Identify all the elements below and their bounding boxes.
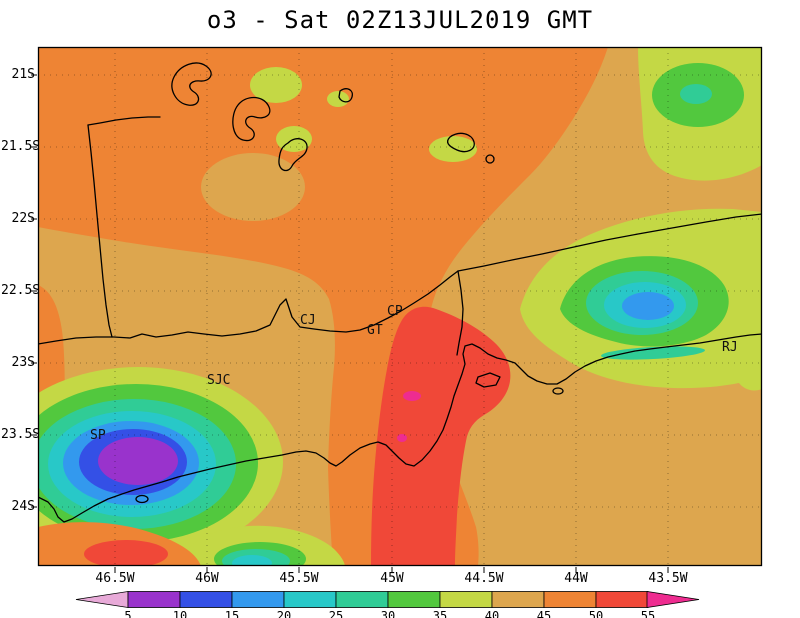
x-axis-label: 45.5W xyxy=(279,571,319,586)
colorbar-label: 20 xyxy=(276,609,292,618)
plot-frame xyxy=(37,46,763,567)
x-axis-label: 46.5W xyxy=(95,571,135,586)
geography xyxy=(38,62,762,523)
contour-patch-35-40 xyxy=(327,91,349,107)
contour-patch-35-40 xyxy=(429,136,477,162)
coastline xyxy=(38,333,762,523)
y-axis-label: 21.5S xyxy=(1,139,41,154)
island xyxy=(475,372,501,388)
colorbar-segment-lt5 xyxy=(75,591,129,608)
contour-region-50-55-sw xyxy=(84,540,168,566)
colorbar-label: 45 xyxy=(536,609,552,618)
contour-field xyxy=(38,47,762,566)
y-axis-label: 21S xyxy=(11,67,35,82)
plot-title: o3 - Sat 02Z13JUL2019 GMT xyxy=(206,6,594,34)
contour-patch-35-40 xyxy=(250,67,302,103)
colorbar-label: 40 xyxy=(484,609,500,618)
contour-region-15-20-east xyxy=(622,292,674,320)
colorbar-segment-10-15 xyxy=(179,591,233,608)
colorbar-label: 30 xyxy=(380,609,396,618)
lake-outline xyxy=(446,132,475,153)
lake-outline xyxy=(278,138,308,172)
place-label-gt: GT xyxy=(367,323,383,338)
place-label-rj: RJ xyxy=(722,340,738,355)
island xyxy=(135,494,149,504)
colorbar-segment-gt55 xyxy=(646,591,700,608)
lake-outline xyxy=(338,88,353,103)
colorbar-label: 55 xyxy=(640,609,656,618)
colorbar-label: 15 xyxy=(224,609,240,618)
y-axis-label: 23S xyxy=(11,355,35,370)
place-label-sjc: SJC xyxy=(207,373,230,388)
state-border-central xyxy=(38,270,459,345)
colorbar xyxy=(75,591,700,608)
y-axis-label: 23.5S xyxy=(1,427,41,442)
colorbar-label: 25 xyxy=(328,609,344,618)
colorbar-segment-20-25 xyxy=(283,591,337,608)
colorbar-label: 50 xyxy=(588,609,604,618)
place-label-cp: CP xyxy=(387,304,403,319)
island xyxy=(552,387,564,395)
x-axis-label: 43.5W xyxy=(648,571,688,586)
place-labels: CJ CP GT SJC SP RJ xyxy=(90,304,738,443)
contour-streak-25-30-coast xyxy=(601,346,705,360)
contour-region-20-25-south xyxy=(232,555,272,566)
lake-outline xyxy=(485,154,495,164)
place-label-cj: CJ xyxy=(300,313,316,328)
colorbar-segment-35-40 xyxy=(439,591,493,608)
colorbar-segment-15-20 xyxy=(231,591,285,608)
colorbar-segment-45-50 xyxy=(543,591,597,608)
colorbar-segment-40-45 xyxy=(491,591,545,608)
colorbar-label: 35 xyxy=(432,609,448,618)
contour-region-50-55-band xyxy=(371,306,511,566)
contour-core-5-10-sp xyxy=(98,437,178,485)
state-border-north-spur xyxy=(87,116,161,126)
x-axis-label: 44.5W xyxy=(464,571,504,586)
colorbar-segment-50-55 xyxy=(595,591,649,608)
lake-outline xyxy=(171,62,212,106)
state-border-west xyxy=(87,124,113,338)
place-label-sp: SP xyxy=(90,428,106,443)
lake-outline xyxy=(232,96,271,142)
axis-ticks xyxy=(31,74,669,573)
state-border-to-coast xyxy=(456,270,464,356)
contour-region-gt55 xyxy=(397,434,407,442)
colorbar-segment-30-35 xyxy=(387,591,441,608)
x-axis-label: 45W xyxy=(380,571,404,586)
contour-map: CJ CP GT SJC SP RJ xyxy=(31,46,763,573)
colorbar-label: 5 xyxy=(124,609,132,618)
contour-patch-40-45 xyxy=(201,153,305,221)
contour-region-45-50-main xyxy=(38,47,608,566)
y-axis-label: 22S xyxy=(11,211,35,226)
grid-lines xyxy=(38,47,762,566)
state-border-diagonal xyxy=(457,213,762,272)
y-axis-label: 22.5S xyxy=(1,283,41,298)
x-axis-label: 44W xyxy=(564,571,588,586)
contour-region-gt55 xyxy=(403,391,421,401)
colorbar-segment-5-10 xyxy=(127,591,181,608)
x-axis-label: 46W xyxy=(195,571,219,586)
colorbar-segment-25-30 xyxy=(335,591,389,608)
contour-region-35-40-rj-edge xyxy=(730,330,762,391)
colorbar-label: 10 xyxy=(172,609,188,618)
y-axis-label: 24S xyxy=(11,499,35,514)
contour-region-25-30-ne xyxy=(680,84,712,104)
